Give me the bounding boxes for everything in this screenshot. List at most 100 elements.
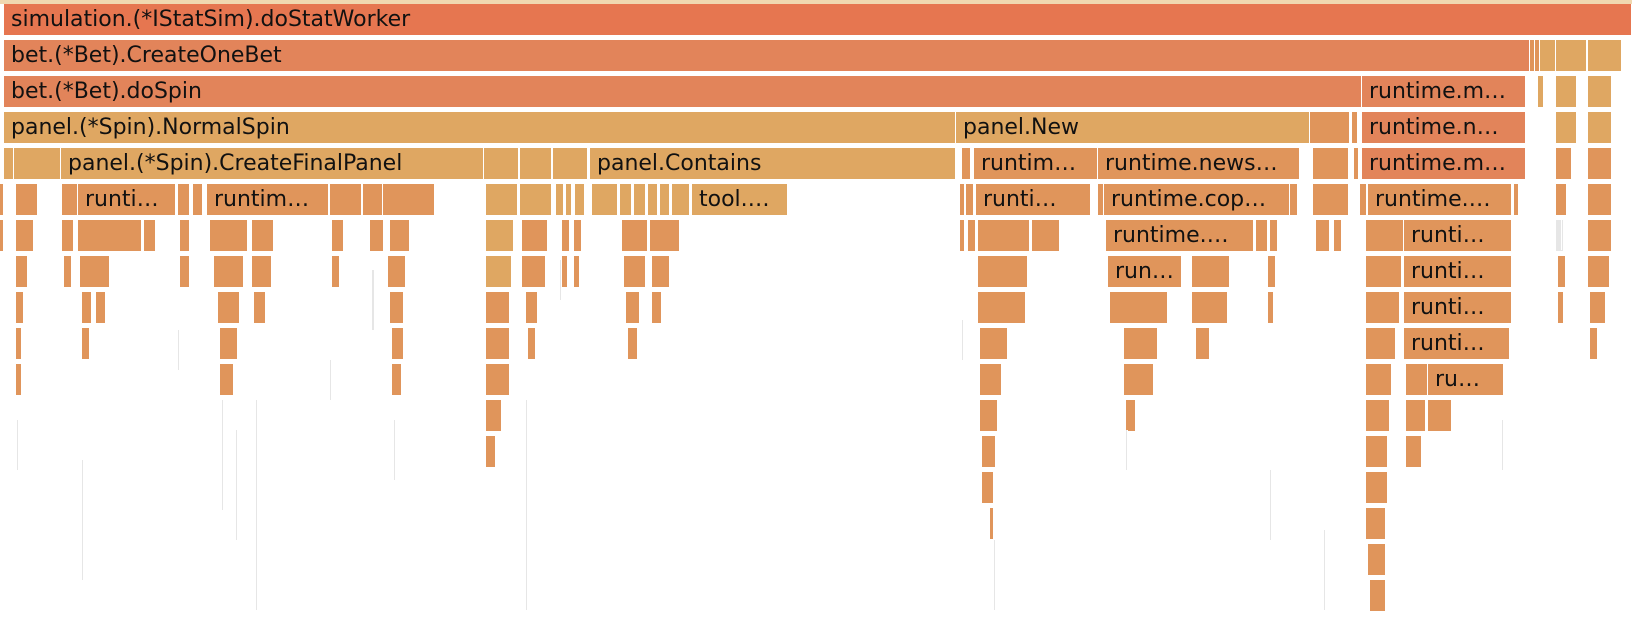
frame-small[interactable] [980, 364, 1002, 396]
frame-small[interactable] [634, 184, 646, 216]
frame-small[interactable] [1406, 364, 1428, 396]
frame-small[interactable] [660, 184, 670, 216]
frame-small[interactable] [1406, 400, 1426, 432]
frame-small[interactable] [390, 292, 404, 324]
frame-small[interactable] [1370, 580, 1386, 612]
frame-small[interactable] [180, 256, 190, 288]
frame-small[interactable] [1406, 436, 1422, 468]
frame-small[interactable] [332, 220, 344, 252]
frame-small[interactable] [62, 220, 74, 252]
frame-small[interactable] [1556, 184, 1567, 216]
frame-small[interactable] [16, 256, 28, 288]
frame-small[interactable] [0, 184, 4, 216]
frame-small[interactable] [553, 148, 588, 180]
frame-small[interactable] [562, 220, 570, 252]
frame-small[interactable] [520, 148, 552, 180]
frame-small[interactable] [650, 220, 680, 252]
frame-small[interactable] [1588, 220, 1612, 252]
frame-small[interactable] [1514, 184, 1519, 216]
frame-small[interactable] [1540, 40, 1556, 72]
frame-small[interactable] [78, 220, 142, 252]
frame-small[interactable] [1588, 40, 1622, 72]
frame-small[interactable] [392, 364, 402, 396]
frame-small[interactable] [1538, 76, 1544, 108]
frame-small[interactable] [1556, 112, 1577, 144]
frame-small[interactable] [486, 256, 512, 288]
frame-runtime-m[interactable]: runtime.m… [1362, 76, 1526, 108]
frame-small[interactable] [1313, 148, 1349, 180]
frame-small[interactable] [620, 184, 632, 216]
frame-small[interactable] [1366, 220, 1404, 252]
frame-small[interactable] [1535, 40, 1540, 72]
frame-small[interactable] [592, 184, 618, 216]
frame-small[interactable] [522, 220, 548, 252]
frame-small[interactable] [1270, 220, 1278, 252]
frame-small[interactable] [962, 148, 971, 180]
frame-small[interactable] [1530, 40, 1535, 72]
frame-small[interactable] [1290, 184, 1298, 216]
frame-runtime[interactable]: runtime.… [1368, 184, 1512, 216]
frame-dospin[interactable]: bet.(*Bet).doSpin [4, 76, 1362, 108]
frame-runti[interactable]: runti… [1404, 220, 1512, 252]
frame-small[interactable] [1032, 220, 1060, 252]
frame-small[interactable] [486, 436, 496, 468]
frame-small[interactable] [1368, 544, 1386, 576]
frame-small[interactable] [1556, 40, 1587, 72]
frame-small[interactable] [96, 292, 106, 324]
frame-small[interactable] [1192, 292, 1228, 324]
frame-small[interactable] [960, 220, 965, 252]
frame-runti[interactable]: runti… [1404, 292, 1512, 324]
frame-small[interactable] [486, 184, 518, 216]
frame-runtim[interactable]: runtim… [974, 148, 1098, 180]
frame-small[interactable] [520, 184, 552, 216]
frame-small[interactable] [1268, 256, 1276, 288]
frame-small[interactable] [575, 184, 585, 216]
frame-small[interactable] [220, 328, 238, 360]
frame-small[interactable] [14, 148, 61, 180]
frame-small[interactable] [1588, 256, 1610, 288]
frame-small[interactable] [330, 184, 362, 216]
frame-small[interactable] [1334, 220, 1342, 252]
frame-small[interactable] [1558, 292, 1564, 324]
frame-small[interactable] [1192, 256, 1230, 288]
frame-small[interactable] [392, 328, 404, 360]
frame-small[interactable] [1366, 400, 1390, 432]
frame-small[interactable] [980, 328, 1008, 360]
frame-small[interactable] [1366, 472, 1388, 504]
frame-small[interactable] [968, 220, 976, 252]
frame-small[interactable] [486, 220, 514, 252]
frame-small[interactable] [1124, 364, 1154, 396]
frame-small[interactable] [1588, 112, 1612, 144]
frame-small[interactable] [1588, 76, 1612, 108]
frame-small[interactable] [62, 184, 78, 216]
frame-small[interactable] [1366, 292, 1400, 324]
frame-small[interactable] [526, 292, 538, 324]
frame-runti[interactable]: runti… [1404, 256, 1512, 288]
frame-small[interactable] [16, 328, 22, 360]
frame-small[interactable] [626, 292, 640, 324]
frame-small[interactable] [1313, 184, 1349, 216]
frame-small[interactable] [522, 256, 546, 288]
frame-small[interactable] [486, 400, 502, 432]
frame-small[interactable] [1366, 508, 1386, 540]
frame-small[interactable] [64, 256, 72, 288]
frame-runtim[interactable]: runtim… [207, 184, 329, 216]
frame-small[interactable] [990, 508, 994, 540]
frame-small[interactable] [1556, 76, 1577, 108]
frame-small[interactable] [390, 220, 410, 252]
frame-small[interactable] [370, 220, 384, 252]
frame-small[interactable] [1256, 220, 1268, 252]
frame-small[interactable] [1124, 328, 1158, 360]
frame-small[interactable] [252, 220, 274, 252]
frame-small[interactable] [252, 256, 272, 288]
frame-small[interactable] [1366, 436, 1388, 468]
frame-small[interactable] [4, 148, 14, 180]
frame-small[interactable] [82, 328, 90, 360]
frame-createonebet[interactable]: bet.(*Bet).CreateOneBet [4, 40, 1530, 72]
frame-small[interactable] [144, 220, 156, 252]
frame-small[interactable] [648, 184, 658, 216]
frame-small[interactable] [980, 400, 998, 432]
frame-small[interactable] [1268, 292, 1274, 324]
frame-runtime-cop[interactable]: runtime.cop… [1104, 184, 1290, 216]
frame-small[interactable] [1366, 328, 1396, 360]
